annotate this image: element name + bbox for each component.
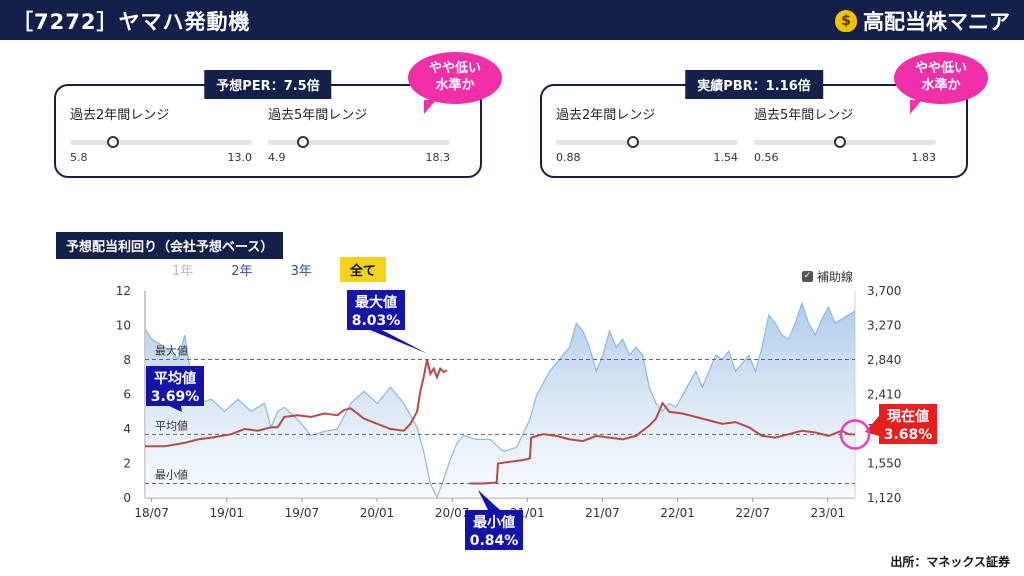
tab-all[interactable]: 全て [339,257,386,282]
page-title: ［7272］ヤマハ発動機 [12,10,251,34]
tab-1y[interactable]: 1年 [172,264,194,279]
y2-tick-label: 2,410 [867,388,901,402]
pbr-range-2y: 過去2年間レンジ 0.88 1.54 [556,104,738,164]
callout-label: 最大値 [355,294,397,311]
callout-box [146,366,204,406]
y2-tick-label: 3,700 [867,284,901,298]
range-min: 5.8 [70,151,88,164]
range-label: 過去2年間レンジ [70,108,170,123]
range-max: 13.0 [227,151,253,164]
y2-tick-label: 1,980 [867,422,901,436]
y-tick-label: 8 [123,353,131,367]
range-min: 4.9 [268,151,286,164]
range-max: 1.83 [911,151,937,164]
y2-tick-label: 1,120 [867,491,901,505]
callout-value: 3.69% [151,389,200,405]
reference-line-label: 平均値 [155,419,188,432]
callout-label: 現在値 [887,408,929,425]
y-tick-label: 4 [123,422,131,436]
y-tick-label: 2 [123,457,131,471]
range-max: 18.3 [425,151,451,164]
x-tick-label: 21/07 [585,506,620,520]
price-line [144,301,856,499]
brand-name: 高配当株マニア [863,10,1010,34]
pbr-comment-bubble: やや低い 水準か [894,52,988,114]
range-max: 1.54 [713,151,739,164]
header-bar: ［7272］ヤマハ発動機 $ 高配当株マニア [0,0,1024,40]
x-tick-label: 20/07 [435,506,470,520]
callout-pointer [478,490,500,510]
y-tick-label: 12 [116,284,131,298]
y-tick-label: 0 [123,491,131,505]
price-area [145,303,855,498]
yield-line [145,359,856,485]
x-tick-label: 18/07 [134,506,169,520]
callout-value: 8.03% [352,313,401,329]
pbr-range-5y: 過去5年間レンジ 0.56 1.83 [754,104,936,164]
money-bag-icon: $ [835,10,857,32]
per-title: 予想PER：7.5倍 [204,70,332,99]
bubble-line: やや低い [428,61,481,76]
per-comment-bubble: やや低い 水準か [408,52,502,114]
chart-title: 予想配当利回り（会社予想ベース） [56,232,284,259]
range-marker [833,136,846,148]
callout-pointer [865,416,879,436]
callout-pointer [169,406,182,412]
range-label: 過去5年間レンジ [754,108,854,123]
reference-line-label: 最小値 [155,469,188,482]
y2-tick-label: 2,840 [867,353,901,367]
x-tick-label: 23/01 [811,506,846,520]
range-track [556,136,738,148]
range-label: 過去2年間レンジ [556,108,656,123]
x-tick-label: 22/07 [735,506,770,520]
callout-box [347,290,405,330]
x-tick-label: 22/01 [660,506,695,520]
callout-value: 3.68% [884,427,933,443]
y2-tick-label: 1,550 [867,457,901,471]
range-marker [627,136,640,148]
range-track [754,136,936,148]
bubble-line: やや低い [914,61,967,76]
x-tick-label: 19/01 [209,506,244,520]
aux-line-toggle[interactable]: ✓ 補助線 [802,268,853,285]
range-track [268,136,450,148]
per-range-5y: 過去5年間レンジ 4.9 18.3 [268,104,450,164]
y-tick-label: 10 [116,319,131,333]
y-tick-label: 6 [123,388,131,402]
x-tick-label: 20/01 [360,506,395,520]
tab-3y[interactable]: 3年 [290,264,312,279]
range-min: 0.56 [754,151,779,164]
x-tick-label: 19/07 [285,506,320,520]
bubble-line: 水準か [435,78,475,93]
range-track [70,136,252,148]
brand-logo: $ 高配当株マニア [835,6,1010,36]
pbr-title: 実績PBR：1.16倍 [685,70,823,99]
checkbox-checked-icon[interactable]: ✓ [802,271,813,282]
current-value-highlight-circle [839,419,871,450]
source-note: 出所：マネックス証券 [890,555,1010,569]
callout-box [879,404,937,444]
y2-tick-label: 3,270 [867,319,901,333]
range-min: 0.88 [556,151,581,164]
callout-value: 0.84% [470,533,519,549]
callout-label: 最小値 [473,514,515,531]
range-marker [297,136,310,148]
bubble-line: 水準か [921,78,961,93]
reference-line-label: 最大値 [155,343,188,357]
callout-box [465,510,523,550]
x-tick-label: 21/01 [510,506,545,520]
callout-label: 平均値 [154,370,196,387]
per-panel: 予想PER：7.5倍 過去2年間レンジ 5.8 13.0 過去5年間レンジ 4.… [54,70,482,178]
range-marker [106,136,119,148]
pbr-panel: 実績PBR：1.16倍 過去2年間レンジ 0.88 1.54 過去5年間レンジ … [540,70,968,178]
callout-pointer [370,330,428,354]
per-range-2y: 過去2年間レンジ 5.8 13.0 [70,104,252,164]
tab-2y[interactable]: 2年 [231,264,253,279]
aux-line-label: 補助線 [817,270,854,284]
period-tabs: 1年 2年 3年 全て [162,257,404,282]
range-label: 過去5年間レンジ [268,108,368,123]
